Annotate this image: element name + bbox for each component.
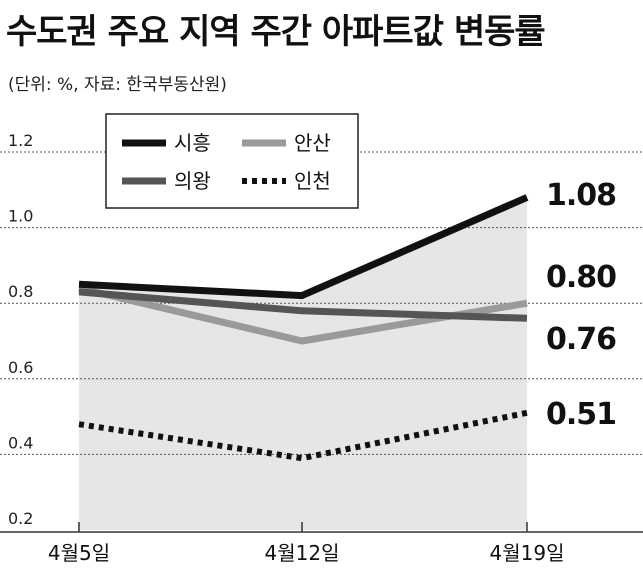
end-value-label: 1.08 bbox=[546, 178, 616, 213]
y-tick-label: 1.0 bbox=[8, 207, 33, 226]
end-value-label: 0.80 bbox=[546, 260, 616, 295]
chart-subtitle: (단위: %, 자료: 한국부동산원) bbox=[8, 75, 227, 95]
legend-label: 인천 bbox=[294, 169, 331, 193]
series-line-1 bbox=[78, 194, 529, 300]
y-tick-label: 0.2 bbox=[8, 509, 33, 528]
end-value-label: 0.76 bbox=[546, 322, 616, 357]
y-tick-label: 1.2 bbox=[8, 131, 33, 150]
end-value-label: 0.51 bbox=[546, 397, 616, 432]
legend-box bbox=[105, 113, 359, 209]
legend-label: 안산 bbox=[294, 131, 331, 155]
x-tick-label: 4월5일 bbox=[48, 541, 110, 565]
chart-title: 수도권 주요 지역 주간 아파트값 변동률 bbox=[6, 12, 546, 52]
legend-label: 의왕 bbox=[174, 169, 211, 193]
series-line-2 bbox=[78, 288, 528, 322]
y-tick-label: 0.8 bbox=[8, 282, 33, 301]
legend-label: 시흥 bbox=[174, 131, 211, 155]
y-tick-label: 0.4 bbox=[8, 433, 33, 452]
y-tick-label: 0.6 bbox=[8, 358, 33, 377]
x-tick-label: 4월19일 bbox=[490, 541, 565, 565]
x-tick-label: 4월12일 bbox=[265, 541, 340, 565]
shaded-area bbox=[79, 197, 527, 530]
